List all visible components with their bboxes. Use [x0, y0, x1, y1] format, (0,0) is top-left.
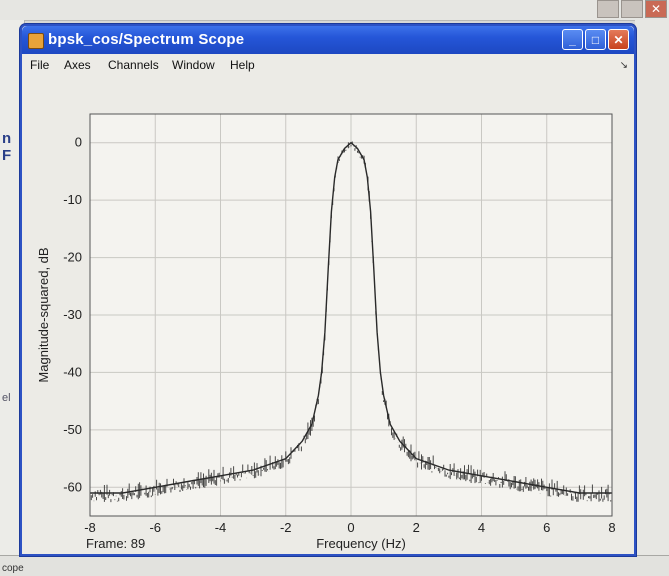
x-tick-label: -4: [215, 520, 227, 535]
menu-axes[interactable]: Axes: [64, 58, 91, 72]
menu-dock-arrow-icon[interactable]: ↘: [619, 60, 628, 71]
window-title: bpsk_cos/Spectrum Scope: [48, 31, 245, 48]
x-tick-label: -2: [280, 520, 292, 535]
background-maximize-button[interactable]: [621, 0, 643, 18]
background-minimize-button[interactable]: [597, 0, 619, 18]
x-tick-label: 2: [413, 520, 420, 535]
menu-help[interactable]: Help: [230, 58, 255, 72]
menu-channels[interactable]: Channels: [108, 58, 159, 72]
x-tick-label: -6: [149, 520, 161, 535]
spectrum-scope-window: bpsk_cos/Spectrum Scope _ □ ✕ File Axes …: [20, 24, 636, 556]
x-tick-label: 8: [608, 520, 615, 535]
frame-counter: Frame: 89: [86, 536, 145, 551]
close-button[interactable]: ✕: [608, 29, 629, 50]
y-tick-label: -40: [63, 364, 82, 379]
menu-file[interactable]: File: [30, 58, 50, 72]
maximize-icon: □: [591, 33, 600, 47]
background-status-strip: cope: [0, 555, 669, 576]
menu-bar: File Axes Channels Window Help ↘: [22, 54, 634, 77]
y-tick-label: -10: [63, 192, 82, 207]
menu-window[interactable]: Window: [172, 58, 215, 72]
axes-frame: [89, 113, 613, 517]
spectrum-chart: -8 -6 -4 -2 0 2 4 6 80-10-20-30-40-50-60 Magnitu…: [36, 113, 616, 551]
matlab-icon: [28, 33, 44, 49]
x-axis-label: Frequency (Hz): [316, 536, 406, 551]
background-label-2: el: [2, 392, 11, 404]
y-tick-label: -20: [63, 250, 82, 265]
plot-area: -8 -6 -4 -2 0 2 4 6 8 0 -10 -20 -30 -40 -50 -60 Magnitu…: [22, 76, 634, 554]
grid-lines: [89, 114, 613, 516]
y-tick-label: -30: [63, 307, 82, 322]
background-window-controls: ✕: [597, 0, 667, 18]
tick-labels: -8 -6 -4 -2 0 2 4 6 80-10-20-30-40-50-60: [63, 135, 615, 535]
minimize-button[interactable]: _: [562, 29, 583, 50]
background-window-strip: ✕: [0, 0, 669, 21]
background-label-1: n F: [2, 130, 12, 164]
background-right-panel: [635, 20, 669, 576]
y-tick-label: -50: [63, 422, 82, 437]
minimize-icon: _: [569, 33, 576, 47]
y-axis-label: Magnitude-squared, dB: [36, 247, 51, 382]
x-tick-label: 4: [478, 520, 485, 535]
x-tick-label: -8: [84, 520, 96, 535]
y-tick-label: -60: [63, 479, 82, 494]
y-tick-label: 0: [75, 135, 82, 150]
x-tick-label: 0: [347, 520, 354, 535]
x-tick-label: 6: [543, 520, 550, 535]
close-icon: ✕: [613, 33, 624, 47]
background-close-button[interactable]: ✕: [645, 0, 667, 18]
maximize-button[interactable]: □: [585, 29, 606, 50]
background-bottom-label: cope: [2, 563, 24, 574]
title-bar[interactable]: bpsk_cos/Spectrum Scope _ □ ✕: [22, 26, 634, 54]
